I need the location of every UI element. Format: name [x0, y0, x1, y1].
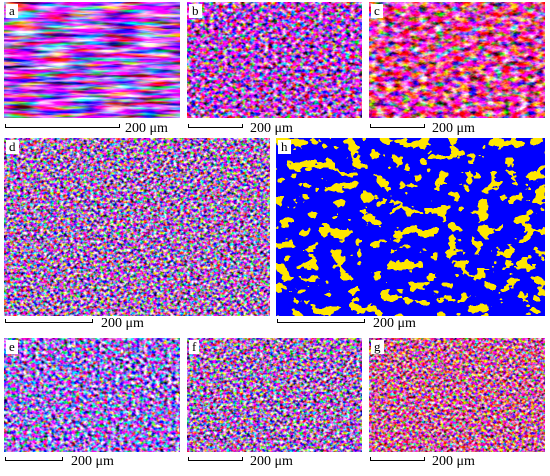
- micrograph: [4, 138, 270, 316]
- panel-label: b: [189, 4, 202, 18]
- scale-text: 200 μm: [125, 121, 168, 136]
- scale-text: 200 μm: [432, 121, 475, 136]
- micrograph: [4, 2, 180, 118]
- panel-g: g: [369, 338, 545, 452]
- panel-label: e: [6, 340, 18, 354]
- panel-label: f: [189, 340, 200, 354]
- scale-text: 200 μm: [250, 121, 293, 136]
- scale-text: 200 μm: [432, 454, 475, 469]
- scale-text: 200 μm: [101, 316, 144, 331]
- panel-label: a: [6, 4, 18, 18]
- panel-h: h: [276, 138, 545, 316]
- micrograph: [369, 2, 545, 118]
- panel-e: e: [4, 338, 180, 452]
- micrograph: [4, 338, 180, 452]
- phase-map: [276, 138, 545, 316]
- panel-f: f: [187, 338, 362, 452]
- scale-text: 200 μm: [71, 454, 114, 469]
- micrograph: [187, 338, 362, 452]
- scale-text: 200 μm: [373, 316, 416, 331]
- panel-d: d: [4, 138, 270, 316]
- panel-label: g: [371, 340, 384, 354]
- panel-b: b: [187, 2, 362, 118]
- panel-a: a: [4, 2, 180, 118]
- panel-label: c: [371, 4, 383, 18]
- micrograph: [187, 2, 362, 118]
- panel-label: d: [6, 140, 19, 154]
- micrograph: [369, 338, 545, 452]
- panel-c: c: [369, 2, 545, 118]
- panel-label: h: [278, 140, 291, 154]
- scale-text: 200 μm: [250, 454, 293, 469]
